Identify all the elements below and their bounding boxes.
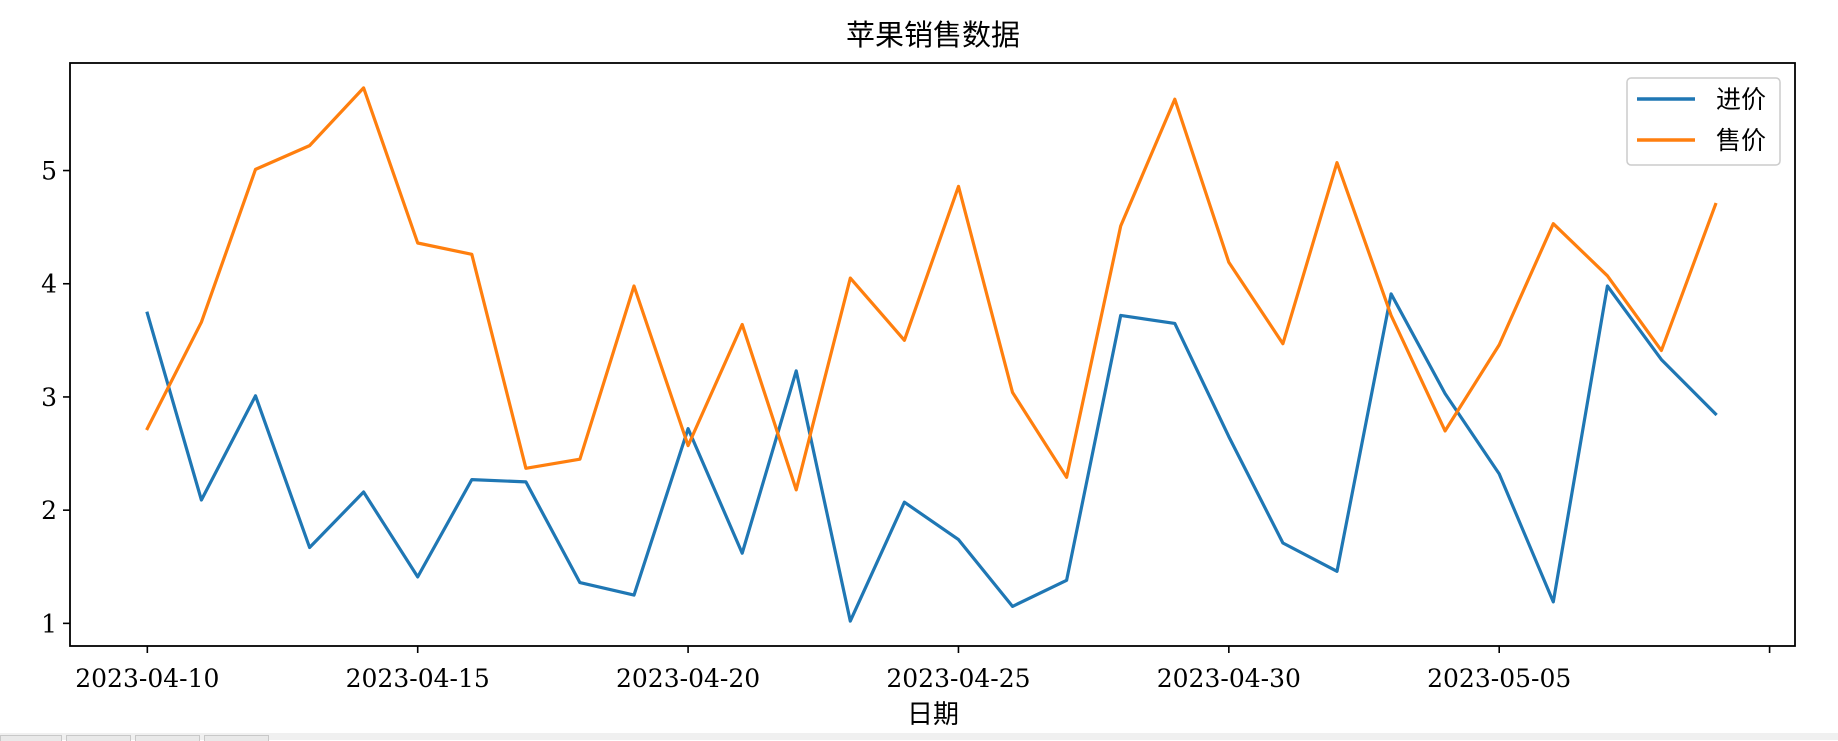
y-tick-label: 2 xyxy=(41,496,57,525)
legend: 进价 售价 xyxy=(1626,77,1781,166)
chart-title: 苹果销售数据 xyxy=(846,18,1020,52)
x-tick-label: 2023-04-20 xyxy=(616,664,760,693)
y-tick-label: 4 xyxy=(41,270,57,299)
x-axis: 2023-04-10 2023-04-15 2023-04-20 2023-04-25… xyxy=(75,646,1771,693)
series-lines xyxy=(145,86,1718,623)
bottom-scroll-strip xyxy=(0,733,1838,740)
sheet-tab[interactable] xyxy=(135,735,200,741)
legend-label-sale: 售价 xyxy=(1716,126,1766,155)
x-axis-label: 日期 xyxy=(907,700,959,730)
sheet-tab[interactable] xyxy=(0,735,62,741)
x-tick-label: 2023-04-25 xyxy=(886,664,1030,693)
x-tick-label: 2023-05-05 xyxy=(1427,664,1571,693)
plot-area-frame xyxy=(69,62,1796,647)
y-tick-label: 1 xyxy=(41,609,57,638)
sheet-tab[interactable] xyxy=(204,735,269,741)
sheet-tab[interactable] xyxy=(66,735,131,741)
y-tick-label: 3 xyxy=(41,383,57,412)
x-tick-label: 2023-04-15 xyxy=(346,664,490,693)
x-tick-label: 2023-04-30 xyxy=(1157,664,1301,693)
legend-label-purchase: 进价 xyxy=(1716,85,1766,114)
y-tick-label: 5 xyxy=(41,157,57,186)
series-line-sale xyxy=(145,86,1718,492)
series-line-purchase xyxy=(145,284,1718,623)
y-axis: 1 2 3 4 5 xyxy=(41,157,70,638)
x-tick-label: 2023-04-10 xyxy=(75,664,219,693)
